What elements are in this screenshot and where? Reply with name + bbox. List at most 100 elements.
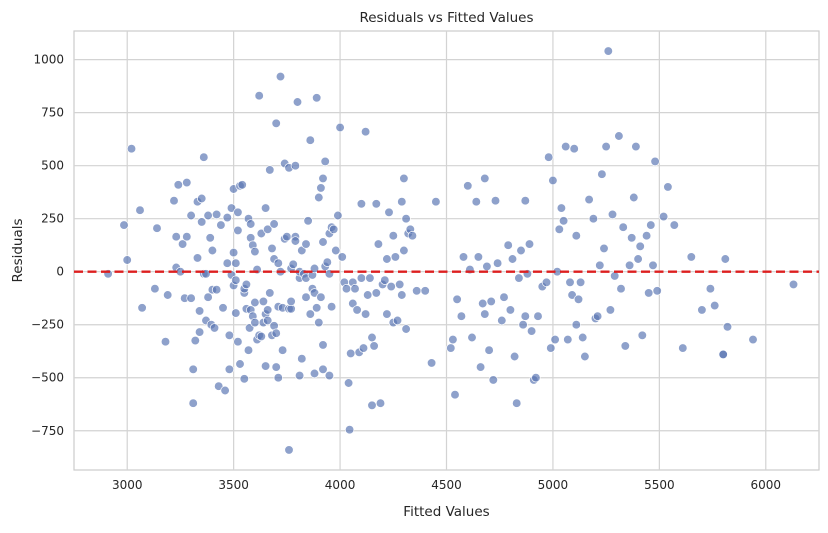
data-point (260, 361, 271, 371)
data-point (211, 209, 222, 220)
data-point (788, 279, 799, 290)
data-point (484, 345, 494, 355)
data-point (518, 320, 528, 330)
data-point (135, 205, 145, 215)
data-point (384, 207, 394, 217)
data-point (288, 259, 298, 269)
data-point (616, 284, 626, 294)
data-point (648, 260, 658, 270)
data-point (290, 161, 301, 171)
data-point (297, 354, 307, 364)
data-point (531, 373, 541, 383)
data-point (271, 328, 281, 338)
data-point (265, 165, 275, 175)
data-point (631, 141, 641, 152)
data-point (350, 284, 360, 294)
data-point (580, 351, 590, 362)
data-point (237, 180, 247, 190)
data-point (720, 254, 730, 264)
data-point (480, 309, 490, 319)
data-point (401, 324, 411, 334)
data-point (150, 284, 160, 294)
data-point (516, 245, 526, 256)
data-point (218, 303, 228, 313)
data-point (524, 239, 535, 249)
data-point (233, 207, 243, 217)
data-point (324, 370, 335, 381)
data-point (152, 223, 162, 233)
data-point (186, 293, 196, 303)
data-point (267, 243, 277, 254)
data-point (119, 220, 129, 230)
data-point (592, 311, 603, 321)
data-point (382, 309, 392, 319)
data-point (271, 118, 281, 128)
data-point (497, 315, 507, 326)
data-point (420, 286, 430, 296)
data-point (646, 220, 656, 230)
data-point (658, 211, 669, 222)
y-tick-label: 1000 (33, 53, 64, 67)
data-point (541, 277, 552, 287)
data-point (337, 252, 347, 262)
y-tick-label: −500 (31, 371, 64, 385)
data-point (318, 364, 328, 374)
data-point (710, 300, 720, 311)
data-point (588, 214, 599, 224)
data-point (375, 398, 386, 408)
data-point (605, 305, 616, 315)
data-point (358, 343, 369, 353)
data-point (486, 296, 496, 307)
data-point (722, 322, 733, 332)
data-point (388, 231, 398, 241)
data-point (573, 294, 584, 304)
data-point (360, 127, 371, 137)
data-point (571, 231, 581, 241)
data-point (367, 400, 377, 410)
data-point (231, 258, 241, 268)
data-point (341, 284, 352, 294)
data-point (556, 203, 567, 213)
data-point (282, 232, 292, 242)
data-point (371, 288, 381, 298)
data-point (618, 222, 628, 232)
data-point (284, 445, 294, 455)
data-point (395, 279, 405, 290)
data-point (652, 286, 662, 296)
data-point (482, 261, 492, 272)
data-point (186, 210, 196, 221)
data-point (369, 341, 379, 351)
x-tick-label: 4500 (431, 478, 462, 492)
data-point (492, 258, 503, 268)
data-point (320, 156, 330, 167)
data-point (312, 303, 322, 313)
data-point (686, 252, 696, 262)
data-point (705, 284, 716, 294)
y-tick-label: 0 (56, 265, 64, 279)
data-point (314, 317, 324, 328)
y-tick-label: 250 (41, 212, 64, 226)
data-point (316, 183, 326, 193)
data-point (644, 288, 654, 298)
data-point (343, 378, 354, 388)
data-point (205, 233, 215, 243)
data-point (480, 173, 490, 184)
data-point (177, 239, 188, 249)
data-point (273, 373, 283, 383)
data-point (503, 240, 513, 250)
data-point (169, 196, 179, 206)
data-point (558, 216, 569, 226)
data-point (329, 224, 339, 234)
data-point (182, 177, 192, 188)
data-point (277, 345, 288, 355)
data-point (301, 239, 311, 249)
data-point (275, 71, 286, 82)
x-tick-label: 4000 (325, 478, 356, 492)
data-point (390, 252, 401, 262)
data-point (637, 330, 647, 340)
data-point (614, 131, 624, 141)
data-point (305, 135, 315, 145)
data-point (250, 246, 260, 257)
data-point (314, 192, 324, 203)
data-point (194, 306, 205, 316)
